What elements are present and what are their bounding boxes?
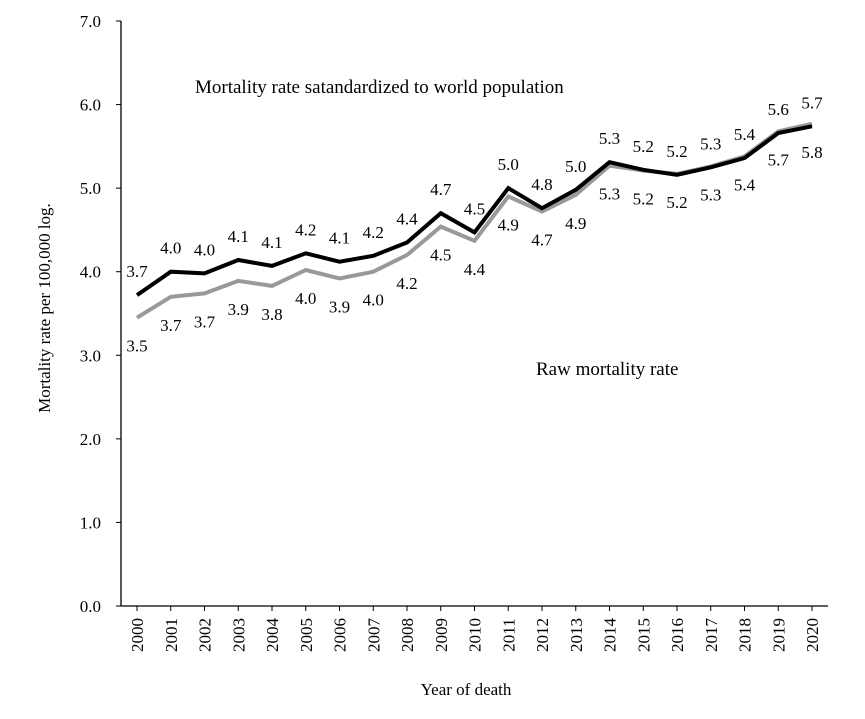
x-tick-label: 2012 bbox=[533, 618, 552, 652]
data-label-standardized: 5.3 bbox=[599, 129, 620, 148]
series-name-standardized: Mortality rate satandardized to world po… bbox=[195, 77, 564, 98]
x-tick-label: 2008 bbox=[398, 618, 417, 652]
x-tick-label: 2004 bbox=[263, 618, 282, 653]
data-label-raw: 3.7 bbox=[194, 312, 216, 331]
y-axis-ticks: 0.0 1.0 2.0 3.0 4.0 5.0 6.0 7.0 bbox=[80, 12, 121, 616]
x-tick-label: 2011 bbox=[499, 618, 518, 651]
data-label-standardized: 5.2 bbox=[666, 142, 687, 161]
x-tick-label: 2018 bbox=[736, 618, 755, 652]
y-tick-label: 2.0 bbox=[80, 430, 101, 449]
x-tick-label: 2005 bbox=[297, 618, 316, 652]
y-tick-label: 6.0 bbox=[80, 96, 101, 115]
y-tick-label: 4.0 bbox=[80, 263, 101, 282]
x-tick-label: 2002 bbox=[196, 618, 215, 652]
y-tick-label: 0.0 bbox=[80, 597, 101, 616]
data-label-raw: 4.2 bbox=[396, 274, 417, 293]
data-label-raw: 4.0 bbox=[363, 291, 384, 310]
series-line-standardized bbox=[135, 124, 813, 297]
x-tick-label: 2013 bbox=[567, 618, 586, 652]
x-tick-label: 2001 bbox=[162, 618, 181, 652]
data-label-standardized: 4.0 bbox=[194, 240, 215, 259]
data-labels: 3.7 4.0 4.0 4.1 4.1 4.2 4.1 4.2 4.4 4.7 4.5 5.0 4.8 5… bbox=[126, 93, 823, 355]
y-tick-label: 3.0 bbox=[80, 346, 101, 365]
data-label-standardized: 4.8 bbox=[531, 175, 552, 194]
data-label-raw: 3.7 bbox=[160, 316, 182, 335]
data-label-raw: 5.4 bbox=[734, 175, 756, 194]
y-tick-label: 1.0 bbox=[80, 513, 101, 532]
data-label-standardized: 4.5 bbox=[464, 199, 485, 218]
x-axis-title: Year of death bbox=[421, 680, 512, 699]
data-label-standardized: 5.4 bbox=[734, 125, 756, 144]
data-label-raw: 4.9 bbox=[565, 214, 586, 233]
data-label-raw: 5.2 bbox=[633, 190, 654, 209]
x-tick-label: 2015 bbox=[634, 618, 653, 652]
data-label-raw: 4.0 bbox=[295, 289, 316, 308]
data-label-raw: 3.9 bbox=[329, 297, 350, 316]
data-label-raw: 5.2 bbox=[666, 193, 687, 212]
data-label-standardized: 4.2 bbox=[295, 220, 316, 239]
data-label-raw: 3.5 bbox=[126, 337, 147, 356]
data-label-raw: 4.9 bbox=[498, 216, 519, 235]
data-label-standardized: 4.1 bbox=[228, 227, 249, 246]
data-label-raw: 4.5 bbox=[430, 246, 451, 265]
data-label-standardized: 5.0 bbox=[565, 157, 586, 176]
data-label-raw: 3.9 bbox=[228, 300, 249, 319]
data-label-raw: 4.7 bbox=[531, 231, 553, 250]
data-label-standardized: 3.7 bbox=[126, 262, 148, 281]
x-axis-ticks: 2000 2001 2002 2003 2004 2005 2006 2007 2008 2009… bbox=[128, 606, 822, 652]
x-tick-label: 2006 bbox=[331, 618, 350, 652]
data-label-standardized: 5.0 bbox=[498, 155, 519, 174]
y-tick-label: 7.0 bbox=[80, 12, 101, 31]
series-lines bbox=[135, 121, 813, 320]
data-label-standardized: 4.2 bbox=[363, 223, 384, 242]
x-tick-label: 2009 bbox=[432, 618, 451, 652]
x-tick-label: 2019 bbox=[769, 618, 788, 652]
x-tick-label: 2020 bbox=[803, 618, 822, 652]
data-label-standardized: 5.6 bbox=[768, 100, 789, 119]
series-name-raw: Raw mortality rate bbox=[536, 359, 678, 380]
x-tick-label: 2010 bbox=[466, 618, 485, 652]
data-label-standardized: 4.1 bbox=[261, 233, 282, 252]
data-label-standardized: 5.3 bbox=[700, 134, 721, 153]
x-tick-label: 2000 bbox=[128, 618, 147, 652]
x-tick-label: 2016 bbox=[668, 618, 687, 652]
x-tick-label: 2003 bbox=[229, 618, 248, 652]
data-label-raw: 5.8 bbox=[801, 143, 822, 162]
data-label-raw: 5.3 bbox=[599, 185, 620, 204]
data-label-raw: 4.4 bbox=[464, 260, 486, 279]
data-label-standardized: 4.7 bbox=[430, 180, 452, 199]
x-tick-label: 2007 bbox=[364, 618, 383, 653]
x-tick-label: 2017 bbox=[702, 618, 721, 653]
y-axis-title: Mortality rate per 100,000 log. bbox=[35, 203, 54, 413]
data-label-standardized: 5.7 bbox=[801, 93, 823, 112]
data-label-raw: 5.3 bbox=[700, 185, 721, 204]
x-tick-label: 2014 bbox=[601, 618, 620, 653]
data-label-raw: 3.8 bbox=[261, 305, 282, 324]
y-tick-label: 5.0 bbox=[80, 179, 101, 198]
data-label-standardized: 5.2 bbox=[633, 137, 654, 156]
data-label-raw: 5.7 bbox=[768, 150, 790, 169]
data-label-standardized: 4.4 bbox=[396, 209, 418, 228]
data-label-standardized: 4.1 bbox=[329, 229, 350, 248]
data-label-standardized: 4.0 bbox=[160, 239, 181, 258]
